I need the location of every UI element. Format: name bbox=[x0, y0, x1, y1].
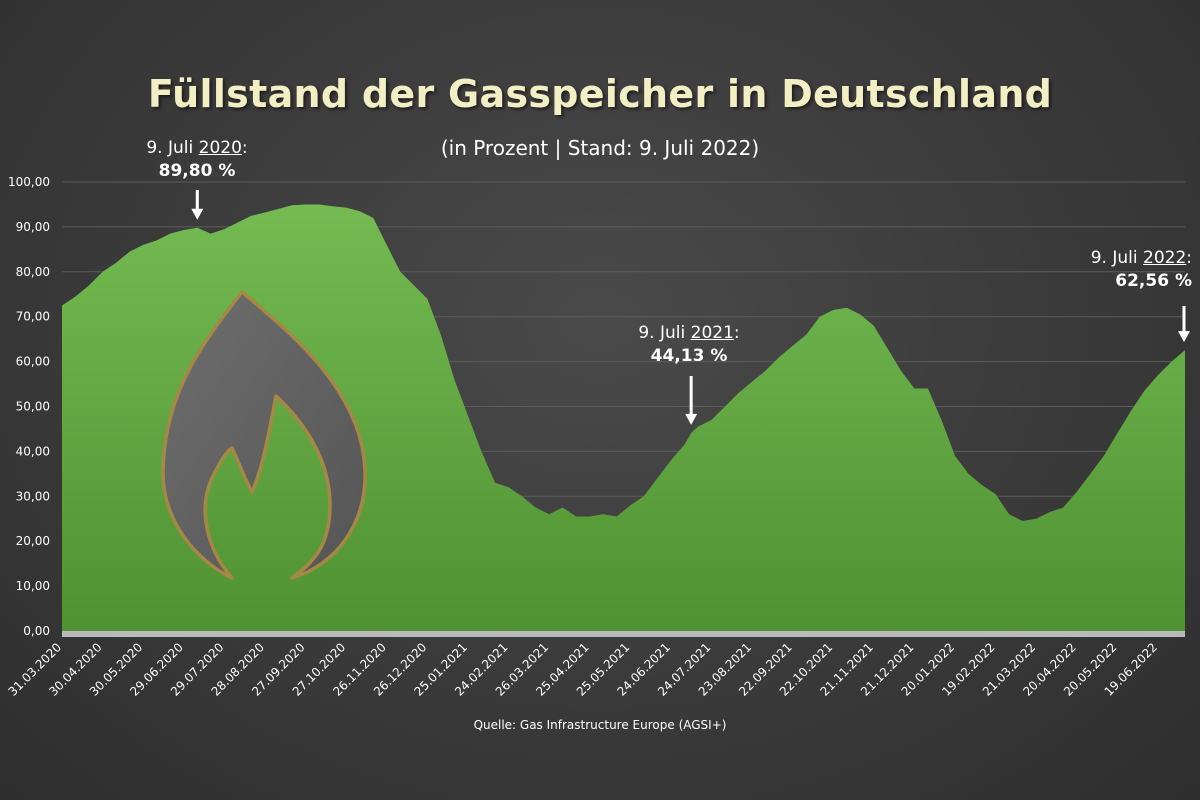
y-tick-label: 80,00 bbox=[16, 265, 50, 279]
chart-source: Quelle: Gas Infrastructure Europe (AGSI+… bbox=[473, 718, 727, 732]
annotation-2021-prefix: 9. Juli bbox=[638, 323, 691, 343]
y-tick-label: 0,00 bbox=[23, 624, 50, 638]
annotation-arrow bbox=[1178, 306, 1190, 343]
annotation-2022-prefix: 9. Juli bbox=[1090, 248, 1143, 268]
gas-flame-icon bbox=[161, 290, 367, 580]
x-axis-baseline bbox=[62, 631, 1185, 637]
annotation-2021: 9. Juli 2021: 44,13 % bbox=[604, 322, 774, 368]
y-tick-label: 30,00 bbox=[16, 489, 50, 503]
y-tick-label: 90,00 bbox=[16, 220, 50, 234]
annotation-2022-year: 2022 bbox=[1143, 248, 1187, 268]
y-tick-label: 40,00 bbox=[16, 444, 50, 458]
y-tick-label: 100,00 bbox=[8, 175, 50, 189]
annotation-2021-year: 2021 bbox=[690, 323, 734, 343]
y-tick-label: 10,00 bbox=[16, 579, 50, 593]
annotation-2020-year: 2020 bbox=[198, 138, 242, 158]
annotation-2022-suffix: : bbox=[1186, 248, 1192, 268]
chart-subtitle: (in Prozent | Stand: 9. Juli 2022) bbox=[440, 136, 760, 160]
annotation-2020-value: 89,80 % bbox=[158, 161, 236, 181]
annotation-2021-value: 44,13 % bbox=[650, 346, 728, 366]
annotation-2022-value: 62,56 % bbox=[1115, 271, 1192, 291]
y-tick-label: 20,00 bbox=[16, 534, 50, 548]
annotation-2020-prefix: 9. Juli bbox=[146, 138, 199, 158]
y-tick-label: 70,00 bbox=[16, 310, 50, 324]
annotation-2022: 9. Juli 2022: 62,56 % bbox=[1010, 247, 1192, 293]
annotation-2021-suffix: : bbox=[733, 323, 740, 343]
y-tick-label: 50,00 bbox=[16, 400, 50, 414]
annotation-arrow bbox=[191, 190, 204, 220]
annotation-arrow bbox=[685, 376, 698, 425]
annotation-2020-suffix: : bbox=[241, 138, 248, 158]
chart-title: Füllstand der Gasspeicher in Deutschland bbox=[147, 72, 1053, 116]
y-tick-label: 60,00 bbox=[16, 355, 50, 369]
annotation-2020: 9. Juli 2020: 89,80 % bbox=[112, 137, 282, 183]
